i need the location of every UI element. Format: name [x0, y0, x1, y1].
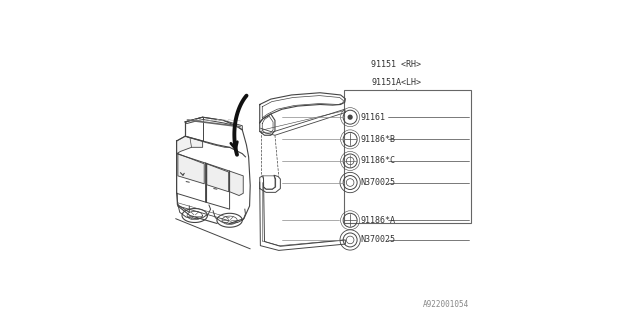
Text: A922001054: A922001054 — [423, 300, 469, 309]
Polygon shape — [178, 154, 204, 184]
Polygon shape — [207, 164, 228, 192]
Text: 91151A<LH>: 91151A<LH> — [371, 78, 421, 87]
Text: N370025: N370025 — [360, 236, 396, 244]
Text: 91186*B: 91186*B — [360, 135, 396, 144]
Text: N370025: N370025 — [360, 178, 396, 187]
Text: 91161: 91161 — [360, 113, 386, 122]
Text: 91186*C: 91186*C — [360, 156, 396, 165]
Polygon shape — [230, 171, 243, 196]
Polygon shape — [177, 136, 203, 154]
Text: 91186*A: 91186*A — [360, 216, 396, 225]
Bar — [344, 90, 470, 223]
Circle shape — [348, 115, 352, 119]
Text: 91151 <RH>: 91151 <RH> — [371, 60, 421, 69]
